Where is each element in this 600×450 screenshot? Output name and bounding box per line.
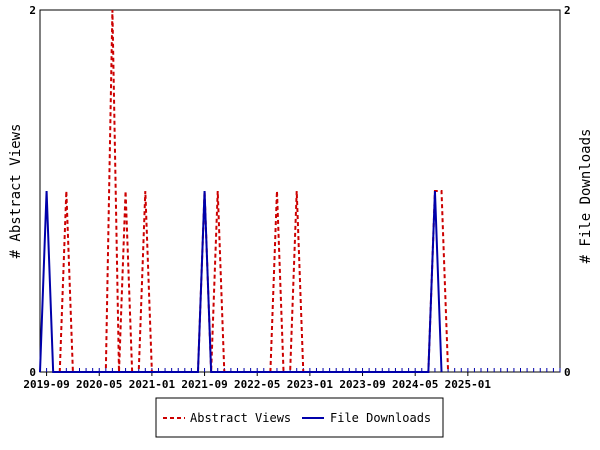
x-tick-label: 2020-05 <box>76 378 122 391</box>
y-right-tick-label: 0 <box>564 366 571 379</box>
x-tick-label: 2021-09 <box>181 378 227 391</box>
x-tick-label: 2019-09 <box>23 378 69 391</box>
y-axis-tick-labels: 0 2 0 2 <box>29 4 570 379</box>
x-tick-label: 2025-01 <box>445 378 492 391</box>
legend: Abstract Views File Downloads <box>155 397 444 438</box>
legend-label-abstract-views: Abstract Views <box>190 411 291 425</box>
x-tick-label: 2022-05 <box>234 378 280 391</box>
series-line-abstract-views <box>58 9 450 373</box>
series-layer <box>39 9 450 373</box>
x-tick-label: 2023-01 <box>287 378 334 391</box>
y-right-tick-label: 2 <box>564 4 571 17</box>
x-tick-label: 2023-09 <box>339 378 385 391</box>
y-axis-left-title: # Abstract Views <box>8 124 24 259</box>
y-left-tick-label: 0 <box>29 366 36 379</box>
legend-label-file-downloads: File Downloads <box>330 411 431 425</box>
x-tick-label: 2024-05 <box>392 378 438 391</box>
y-axis-right-title: # File Downloads <box>578 129 594 264</box>
plot-area <box>39 9 561 373</box>
legend-box <box>155 397 444 438</box>
x-tick-label: 2021-01 <box>129 378 176 391</box>
y-left-tick-label: 2 <box>29 4 36 17</box>
series-line-file-downloads <box>39 190 443 373</box>
x-axis-tick-labels: 2019-09 2020-05 2021-01 2021-09 2022-05 2023-… <box>23 378 491 391</box>
